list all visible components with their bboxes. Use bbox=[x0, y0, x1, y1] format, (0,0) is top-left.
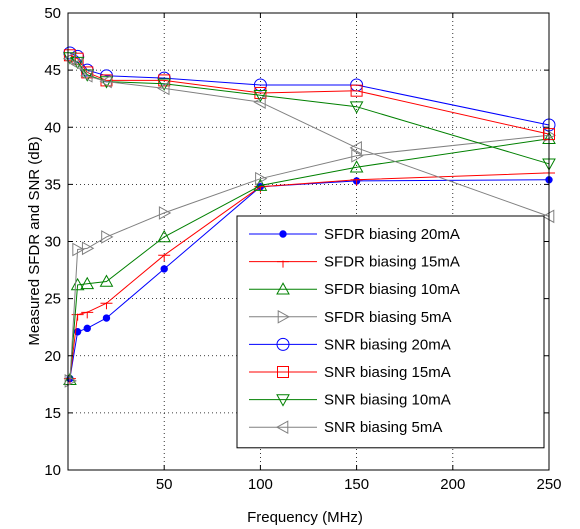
data-point bbox=[99, 74, 112, 89]
legend-item-3: SFDR biasing 10mA bbox=[249, 281, 460, 298]
legend-marker bbox=[275, 420, 289, 435]
y-tick-label: 35 bbox=[44, 176, 61, 193]
y-tick-label: 40 bbox=[44, 119, 61, 136]
x-tick-label: 50 bbox=[156, 476, 173, 493]
y-tick-label: 10 bbox=[44, 462, 61, 479]
legend-marker bbox=[276, 282, 290, 295]
legend-marker bbox=[277, 309, 291, 324]
series-line bbox=[69, 54, 550, 135]
data-point bbox=[158, 206, 172, 220]
data-point bbox=[81, 66, 94, 79]
legend-marker bbox=[277, 260, 289, 268]
y-tick-label: 50 bbox=[44, 5, 61, 22]
legend-label: SFDR biasing 5mA bbox=[324, 309, 452, 326]
data-point bbox=[157, 81, 170, 96]
legend-label: SFDR biasing 10mA bbox=[324, 281, 460, 298]
data-point bbox=[72, 242, 85, 257]
series-3 bbox=[63, 131, 556, 386]
data-point bbox=[255, 171, 268, 186]
legend-label: SNR biasing 5mA bbox=[324, 419, 442, 436]
data-point bbox=[350, 178, 363, 186]
data-point bbox=[253, 89, 268, 103]
y-axis-label: Measured SFDR and SNR (dB) bbox=[26, 136, 43, 345]
legend-label: SNR biasing 10mA bbox=[324, 392, 451, 409]
y-tick-label: 45 bbox=[44, 62, 61, 79]
data-point bbox=[350, 84, 363, 97]
legend-marker bbox=[276, 337, 290, 351]
legend-item-1: SFDR biasing 20mA bbox=[249, 226, 460, 243]
legend-box bbox=[236, 215, 545, 449]
data-point bbox=[70, 277, 85, 291]
series-6 bbox=[63, 49, 555, 141]
series-line bbox=[69, 134, 550, 381]
legend-label: SFDR biasing 20mA bbox=[324, 226, 460, 243]
x-tick-label: 200 bbox=[440, 476, 465, 493]
y-tick-label: 20 bbox=[44, 348, 61, 365]
x-axis-label: Frequency (MHz) bbox=[247, 509, 363, 526]
legend: SFDR biasing 20mA SFDR biasing 15mA SFDR b… bbox=[236, 215, 545, 449]
data-point bbox=[101, 230, 114, 244]
data-point bbox=[157, 78, 172, 91]
data-point bbox=[253, 178, 268, 191]
data-point bbox=[83, 324, 91, 333]
data-point bbox=[81, 311, 94, 319]
data-point bbox=[63, 52, 77, 65]
legend-label: SNR biasing 15mA bbox=[324, 364, 451, 381]
legend-label: SFDR biasing 15mA bbox=[324, 254, 460, 271]
legend-item-6: SNR biasing 15mA bbox=[249, 364, 451, 381]
series-8 bbox=[62, 51, 555, 224]
data-point bbox=[253, 95, 266, 109]
legend-item-7: SNR biasing 10mA bbox=[249, 392, 451, 409]
legend-item-5: SNR biasing 20mA bbox=[249, 336, 451, 353]
data-point bbox=[157, 229, 172, 243]
data-point bbox=[100, 302, 113, 310]
data-point bbox=[102, 314, 111, 322]
y-tick-label: 15 bbox=[44, 405, 61, 422]
data-point bbox=[349, 160, 364, 173]
legend-marker bbox=[277, 366, 289, 378]
data-point bbox=[349, 140, 362, 155]
data-point bbox=[541, 209, 555, 224]
y-tick-label: 25 bbox=[44, 291, 61, 308]
data-point bbox=[63, 49, 76, 62]
legend-marker bbox=[276, 394, 290, 407]
data-point bbox=[160, 265, 168, 273]
data-point bbox=[351, 148, 364, 163]
legend-label: SNR biasing 20mA bbox=[324, 336, 451, 353]
legend-item-8: SNR biasing 5mA bbox=[249, 419, 442, 436]
data-point bbox=[64, 374, 77, 388]
series-line bbox=[69, 138, 550, 380]
data-point bbox=[80, 68, 93, 83]
data-point bbox=[158, 254, 171, 262]
data-point bbox=[543, 128, 557, 143]
series-line bbox=[69, 52, 550, 126]
ticks: 50 100 150 200 250 10 15 20 25 30 35 40 45 50 bbox=[44, 5, 561, 493]
x-tick-label: 150 bbox=[344, 476, 369, 493]
data-point bbox=[99, 274, 114, 287]
data-point bbox=[80, 276, 95, 290]
data-point bbox=[253, 78, 267, 92]
legend-item-4: SFDR biasing 5mA bbox=[249, 309, 452, 326]
data-point bbox=[81, 241, 95, 256]
x-tick-label: 250 bbox=[536, 476, 561, 493]
series-4 bbox=[64, 128, 557, 388]
x-tick-label: 100 bbox=[248, 476, 273, 493]
series-line bbox=[69, 58, 550, 217]
data-point bbox=[80, 69, 95, 82]
data-point bbox=[349, 101, 364, 114]
data-point bbox=[70, 57, 83, 72]
series-7 bbox=[63, 52, 556, 171]
legend-marker bbox=[279, 230, 287, 238]
data-point bbox=[62, 51, 76, 66]
series-line bbox=[69, 57, 550, 165]
legend-item-2: SFDR biasing 15mA bbox=[249, 254, 460, 271]
y-tick-label: 30 bbox=[44, 234, 61, 251]
series-layer bbox=[62, 46, 557, 388]
